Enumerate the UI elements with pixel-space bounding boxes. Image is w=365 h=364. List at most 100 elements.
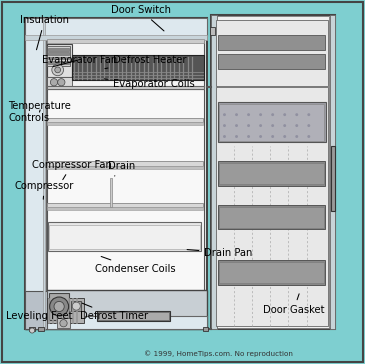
Circle shape: [52, 64, 64, 76]
Bar: [218, 205, 325, 229]
Bar: [25, 35, 207, 40]
Text: Drain Pan: Drain Pan: [187, 248, 253, 258]
Bar: [331, 146, 335, 211]
Bar: [38, 327, 44, 331]
Circle shape: [283, 135, 286, 138]
Bar: [47, 46, 70, 66]
Text: Temperature
Controls: Temperature Controls: [8, 101, 71, 123]
Circle shape: [72, 302, 80, 310]
Text: Compressor Fan: Compressor Fan: [32, 159, 112, 180]
Circle shape: [60, 320, 67, 327]
Text: Compressor: Compressor: [15, 181, 74, 199]
Bar: [218, 54, 325, 69]
Circle shape: [223, 113, 226, 116]
Bar: [47, 89, 204, 291]
Circle shape: [271, 124, 274, 127]
Circle shape: [235, 113, 238, 116]
Bar: [47, 86, 204, 89]
Text: Door Gasket: Door Gasket: [263, 294, 324, 315]
Text: Leveling Feet: Leveling Feet: [6, 311, 72, 321]
Bar: [216, 87, 328, 326]
Text: Door Switch: Door Switch: [111, 5, 170, 31]
Text: Defrost Heater: Defrost Heater: [105, 55, 187, 69]
Circle shape: [283, 113, 286, 116]
Bar: [47, 77, 72, 87]
Circle shape: [235, 135, 238, 138]
Bar: [43, 18, 45, 329]
Text: Evaporator Coils: Evaporator Coils: [104, 79, 195, 89]
Circle shape: [223, 135, 226, 138]
Circle shape: [307, 135, 310, 138]
Bar: [49, 225, 200, 249]
Bar: [211, 15, 217, 329]
Bar: [215, 16, 328, 328]
Circle shape: [295, 113, 298, 116]
Circle shape: [50, 79, 58, 86]
Bar: [97, 311, 170, 321]
Bar: [48, 52, 69, 55]
Circle shape: [58, 79, 65, 86]
Circle shape: [259, 113, 262, 116]
Bar: [72, 55, 204, 80]
Bar: [98, 312, 169, 320]
Bar: [210, 27, 215, 35]
Bar: [47, 122, 203, 125]
Text: Evaporator Fan: Evaporator Fan: [42, 55, 117, 67]
Circle shape: [54, 301, 64, 312]
Bar: [57, 318, 70, 328]
Bar: [219, 104, 324, 141]
Circle shape: [307, 113, 310, 116]
Circle shape: [307, 124, 310, 127]
Bar: [330, 15, 335, 329]
Bar: [25, 18, 46, 329]
Bar: [29, 327, 35, 331]
Circle shape: [247, 124, 250, 127]
Bar: [25, 18, 207, 36]
Bar: [47, 203, 203, 207]
Bar: [203, 327, 208, 331]
Circle shape: [295, 124, 298, 127]
Bar: [25, 290, 207, 329]
Circle shape: [30, 328, 35, 333]
Bar: [218, 102, 326, 142]
Bar: [218, 161, 325, 186]
Circle shape: [271, 135, 274, 138]
Bar: [25, 316, 207, 329]
Bar: [211, 15, 335, 329]
Circle shape: [283, 124, 286, 127]
Bar: [218, 260, 325, 285]
Circle shape: [247, 113, 250, 116]
Bar: [47, 118, 203, 122]
Bar: [49, 293, 69, 320]
Text: Condenser Coils: Condenser Coils: [95, 257, 176, 274]
Bar: [48, 61, 69, 64]
Circle shape: [259, 124, 262, 127]
Bar: [216, 20, 328, 86]
Bar: [47, 39, 204, 43]
Bar: [47, 207, 203, 210]
Bar: [47, 166, 203, 169]
Bar: [110, 178, 112, 207]
Circle shape: [271, 113, 274, 116]
Bar: [47, 298, 84, 323]
Circle shape: [235, 124, 238, 127]
Circle shape: [247, 135, 250, 138]
Bar: [219, 262, 324, 283]
Bar: [47, 161, 203, 166]
Bar: [71, 301, 81, 311]
Bar: [25, 18, 207, 329]
Bar: [218, 35, 325, 50]
Circle shape: [259, 135, 262, 138]
Bar: [47, 44, 72, 77]
Polygon shape: [25, 291, 47, 329]
Circle shape: [295, 135, 298, 138]
Bar: [219, 163, 324, 184]
Bar: [48, 222, 201, 251]
Text: © 1999, HomeTips.com. No reproduction: © 1999, HomeTips.com. No reproduction: [144, 350, 293, 357]
Circle shape: [50, 297, 69, 316]
Bar: [219, 207, 324, 228]
Circle shape: [223, 124, 226, 127]
Bar: [48, 57, 69, 59]
Text: Defrost Timer: Defrost Timer: [80, 303, 148, 321]
Text: Insulation: Insulation: [20, 15, 69, 50]
